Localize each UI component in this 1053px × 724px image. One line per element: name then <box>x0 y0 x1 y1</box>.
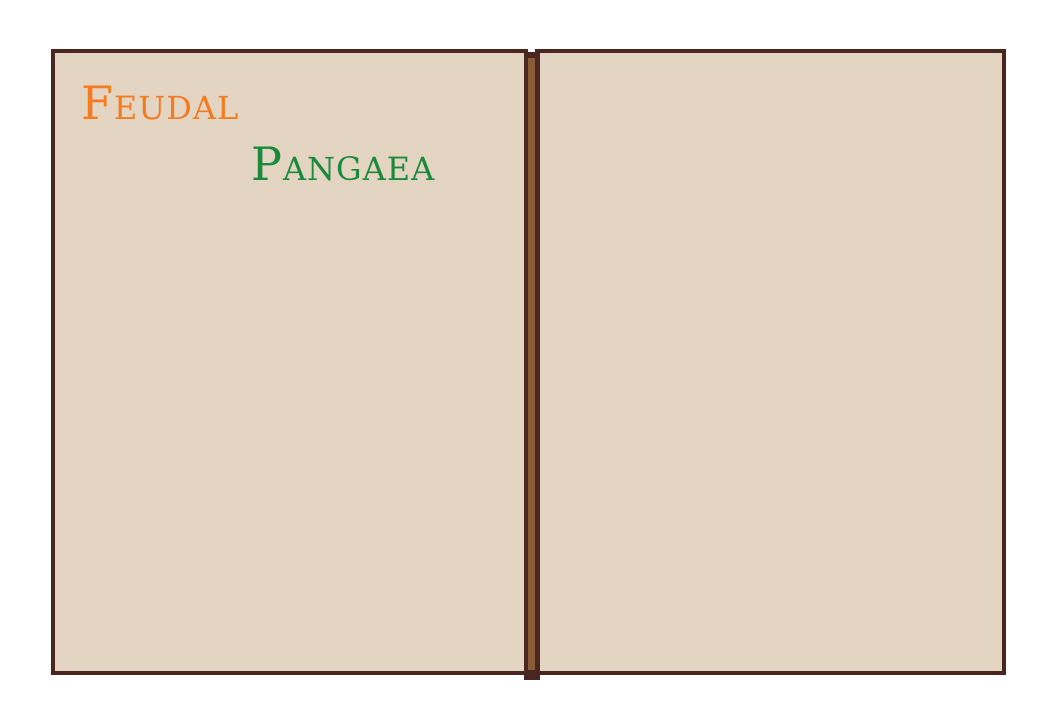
open-book: Feudal Pangaea <box>51 49 1006 680</box>
book-spine <box>524 52 540 680</box>
title-feudal: Feudal <box>81 76 240 130</box>
title-pangaea: Pangaea <box>251 137 436 191</box>
right-page <box>535 49 1006 675</box>
left-page: Feudal Pangaea <box>51 49 528 675</box>
spine-inner-strip <box>528 58 535 670</box>
